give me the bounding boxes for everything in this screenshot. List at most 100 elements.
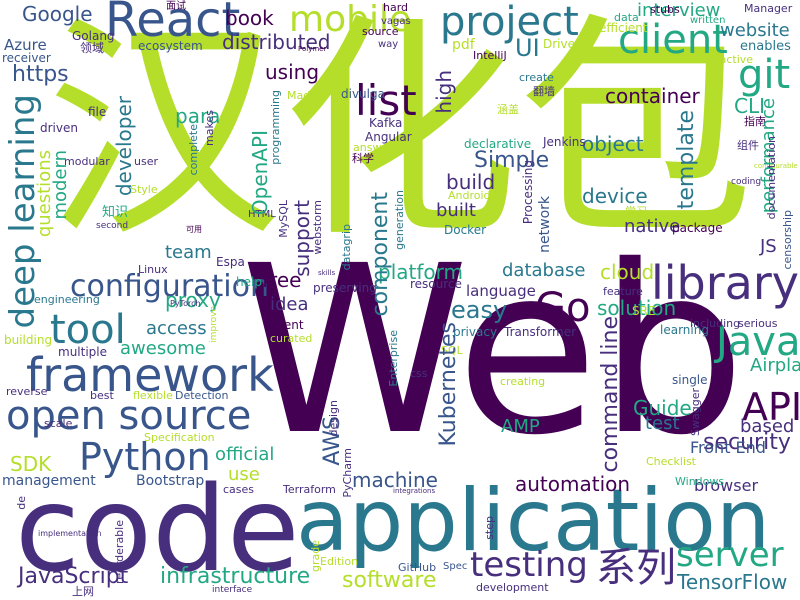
- cloud-word: makes: [203, 110, 216, 146]
- cloud-word: Azure: [4, 36, 47, 54]
- cloud-word: single: [672, 373, 708, 387]
- cloud-word: Polymer: [298, 45, 327, 53]
- cloud-word: curated: [270, 332, 313, 345]
- cloud-word: learning: [660, 323, 709, 337]
- cloud-word: 翻墙: [533, 85, 555, 98]
- cloud-word: Windows: [675, 475, 725, 488]
- cloud-word: engineering: [34, 293, 100, 306]
- cloud-word: Java: [716, 319, 800, 365]
- cloud-word: censorship: [781, 210, 794, 270]
- cloud-word: Golang: [72, 29, 115, 43]
- cloud-word: questions: [34, 150, 55, 238]
- cloud-word: resource: [410, 277, 462, 291]
- cloud-word: Transformer: [504, 325, 577, 339]
- cloud-word: written: [690, 15, 726, 26]
- cloud-word: proxy: [165, 288, 221, 312]
- cloud-word: 可用: [186, 225, 202, 234]
- cloud-word: 科学: [352, 152, 374, 165]
- cloud-word: team: [165, 242, 212, 263]
- cloud-word: test: [645, 413, 680, 434]
- cloud-word: Detection: [175, 389, 229, 402]
- cloud-word: Automate: [602, 53, 657, 66]
- cloud-word: https: [12, 62, 69, 87]
- cloud-word: Style: [130, 183, 158, 196]
- cloud-word: application: [296, 471, 771, 571]
- cloud-word: file: [88, 105, 107, 119]
- cloud-word: tool: [50, 307, 126, 353]
- cloud-word: 系列: [596, 545, 676, 591]
- cloud-word: Guide: [633, 396, 692, 420]
- cloud-word: Manager: [744, 2, 793, 15]
- cloud-word: 组件: [737, 139, 759, 152]
- cloud-word: Espa: [216, 255, 245, 269]
- cloud-word: PyTorch: [170, 299, 201, 308]
- cloud-word: css: [410, 367, 428, 380]
- cloud-word: website: [720, 20, 790, 41]
- cloud-word: based: [740, 416, 795, 437]
- cloud-word: Swagger: [689, 388, 702, 436]
- cloud-word: way: [378, 39, 399, 50]
- cloud-word: support: [290, 200, 314, 277]
- cloud-word: idea: [270, 294, 309, 315]
- cloud-word: Enterprise: [387, 330, 400, 387]
- cloud-word: project: [440, 0, 579, 45]
- cloud-word: GitHub: [398, 561, 437, 574]
- cloud-word: container: [605, 84, 700, 108]
- cloud-word: pdf: [452, 37, 475, 53]
- cloud-word: official: [215, 444, 275, 465]
- cloud-word: software: [342, 568, 437, 593]
- cloud-word: Bootstrap: [136, 473, 205, 489]
- cloud-word: hard: [383, 1, 409, 14]
- cloud-word: configuration: [70, 269, 269, 304]
- cloud-word: solution: [597, 296, 677, 320]
- cloud-word: infrastructure: [160, 564, 311, 589]
- cloud-word: book: [225, 6, 274, 30]
- cloud-word: component: [368, 192, 393, 317]
- cloud-word: webstorm: [311, 200, 324, 255]
- cloud-word: Processing: [521, 160, 535, 225]
- cloud-word: efficient: [599, 21, 648, 35]
- cloud-word: SQL: [441, 344, 463, 357]
- cloud-word: Terraform: [283, 483, 336, 496]
- cloud-word: awesome: [120, 338, 206, 359]
- cloud-word: browser: [694, 476, 759, 495]
- cloud-word: library: [651, 256, 799, 310]
- cloud-word: Front End: [690, 438, 766, 457]
- cloud-word: client: [618, 17, 728, 63]
- cloud-word: template: [674, 110, 699, 210]
- cloud-word: ecosystem: [138, 39, 203, 53]
- cloud-word: framework: [26, 348, 274, 402]
- cloud-word: platform: [378, 260, 463, 284]
- cloud-word: 汉化包: [46, 0, 755, 269]
- cloud-word: 涵盖: [497, 103, 519, 116]
- cloud-word: multiple: [58, 345, 108, 359]
- cloud-word: Specification: [144, 431, 215, 444]
- cloud-word: 知识: [102, 205, 129, 220]
- cloud-word: serious: [738, 317, 778, 330]
- cloud-word: improve: [209, 306, 219, 343]
- cloud-word: easy: [451, 296, 508, 324]
- cloud-word: open source: [6, 393, 252, 439]
- cloud-word: management: [2, 473, 96, 489]
- cloud-word: grade: [309, 540, 322, 572]
- cloud-word: Simple: [474, 148, 550, 173]
- cloud-word: database: [502, 260, 586, 281]
- cloud-word: IntelliJ: [473, 49, 507, 62]
- cloud-word: network: [537, 196, 553, 253]
- cloud-word: using: [265, 60, 320, 84]
- cloud-word: language: [466, 282, 536, 300]
- cloud-word: TensorFlow: [677, 570, 788, 594]
- cloud-word: 领域: [80, 41, 105, 55]
- cloud-word: server: [676, 535, 784, 575]
- cloud-word: best: [90, 389, 114, 402]
- cloud-word: Made: [287, 89, 317, 102]
- cloud-word: access: [146, 318, 207, 339]
- cloud-word: MySQL: [277, 200, 290, 238]
- cloud-word: Driver: [543, 37, 580, 51]
- cloud-word: skills: [318, 269, 336, 277]
- cloud-word: para: [175, 104, 221, 128]
- cloud-word: automation: [515, 472, 631, 496]
- cloud-word: user: [134, 155, 158, 168]
- cloud-word: native: [624, 216, 681, 237]
